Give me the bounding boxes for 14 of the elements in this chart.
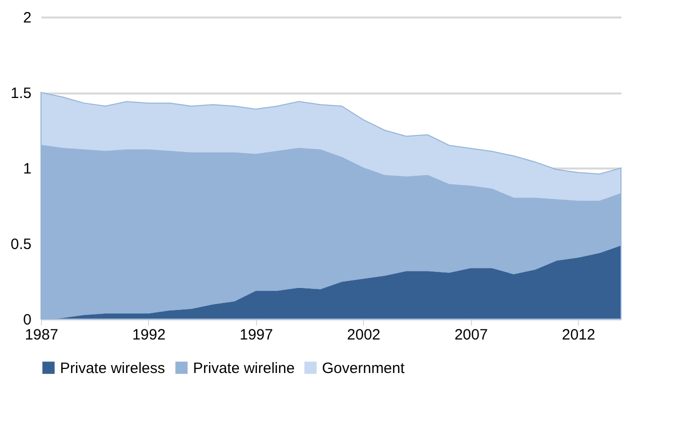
legend-label: Private wireless <box>60 360 166 377</box>
x-tick-label: 2012 <box>562 326 596 344</box>
y-tick-label: 1 <box>23 160 32 178</box>
y-tick-label: 0.5 <box>10 236 32 253</box>
y-tick-label: 1.5 <box>10 85 32 102</box>
legend-label: Private wireline <box>193 360 295 377</box>
x-tick-label: 1997 <box>240 326 273 344</box>
x-tick-label: 1992 <box>132 326 166 344</box>
x-tick-label: 1987 <box>24 326 58 344</box>
y-tick-label: 0 <box>23 312 32 328</box>
legend-label: Government <box>322 360 406 377</box>
y-tick-label: 2 <box>23 10 32 26</box>
x-tick-label: 2002 <box>347 326 380 344</box>
x-tick-label: 2007 <box>454 326 488 344</box>
